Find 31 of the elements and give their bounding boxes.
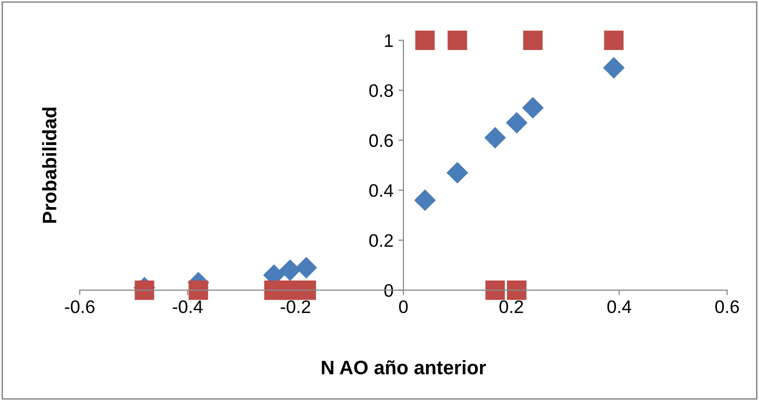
- x-axis-title: N AO año anterior: [322, 360, 486, 374]
- y-tick-label: 0.6: [369, 134, 393, 147]
- point: [522, 97, 544, 118]
- y-tick-label: 0.8: [369, 84, 393, 97]
- point: [506, 280, 526, 300]
- x-tick-label: 0.4: [607, 300, 632, 314]
- point: [280, 260, 301, 281]
- y-axis-title: Probabilidad: [42, 108, 56, 223]
- point: [506, 112, 528, 134]
- point: [523, 30, 543, 50]
- x-tick-label: -0.6: [64, 300, 94, 314]
- x-tick-label: 0.6: [715, 300, 739, 314]
- y-tick-label: 0: [384, 284, 393, 297]
- point: [484, 127, 506, 148]
- x-tick-label: -0.2: [280, 300, 310, 314]
- point: [296, 280, 316, 300]
- point: [296, 257, 317, 278]
- x-tick-label: 0: [399, 300, 408, 314]
- point: [448, 30, 468, 50]
- point: [446, 162, 468, 184]
- x-tick-label: -0.4: [172, 300, 203, 314]
- y-tick-label: 1: [385, 34, 393, 47]
- y-tick-label: 0.2: [369, 234, 393, 247]
- x-tick-label: 0.2: [499, 300, 523, 314]
- point: [415, 30, 435, 50]
- point: [188, 280, 208, 300]
- y-tick-label: 0.4: [369, 184, 394, 197]
- point: [485, 280, 505, 300]
- point: [414, 190, 436, 211]
- point: [603, 57, 624, 78]
- point: [604, 30, 624, 50]
